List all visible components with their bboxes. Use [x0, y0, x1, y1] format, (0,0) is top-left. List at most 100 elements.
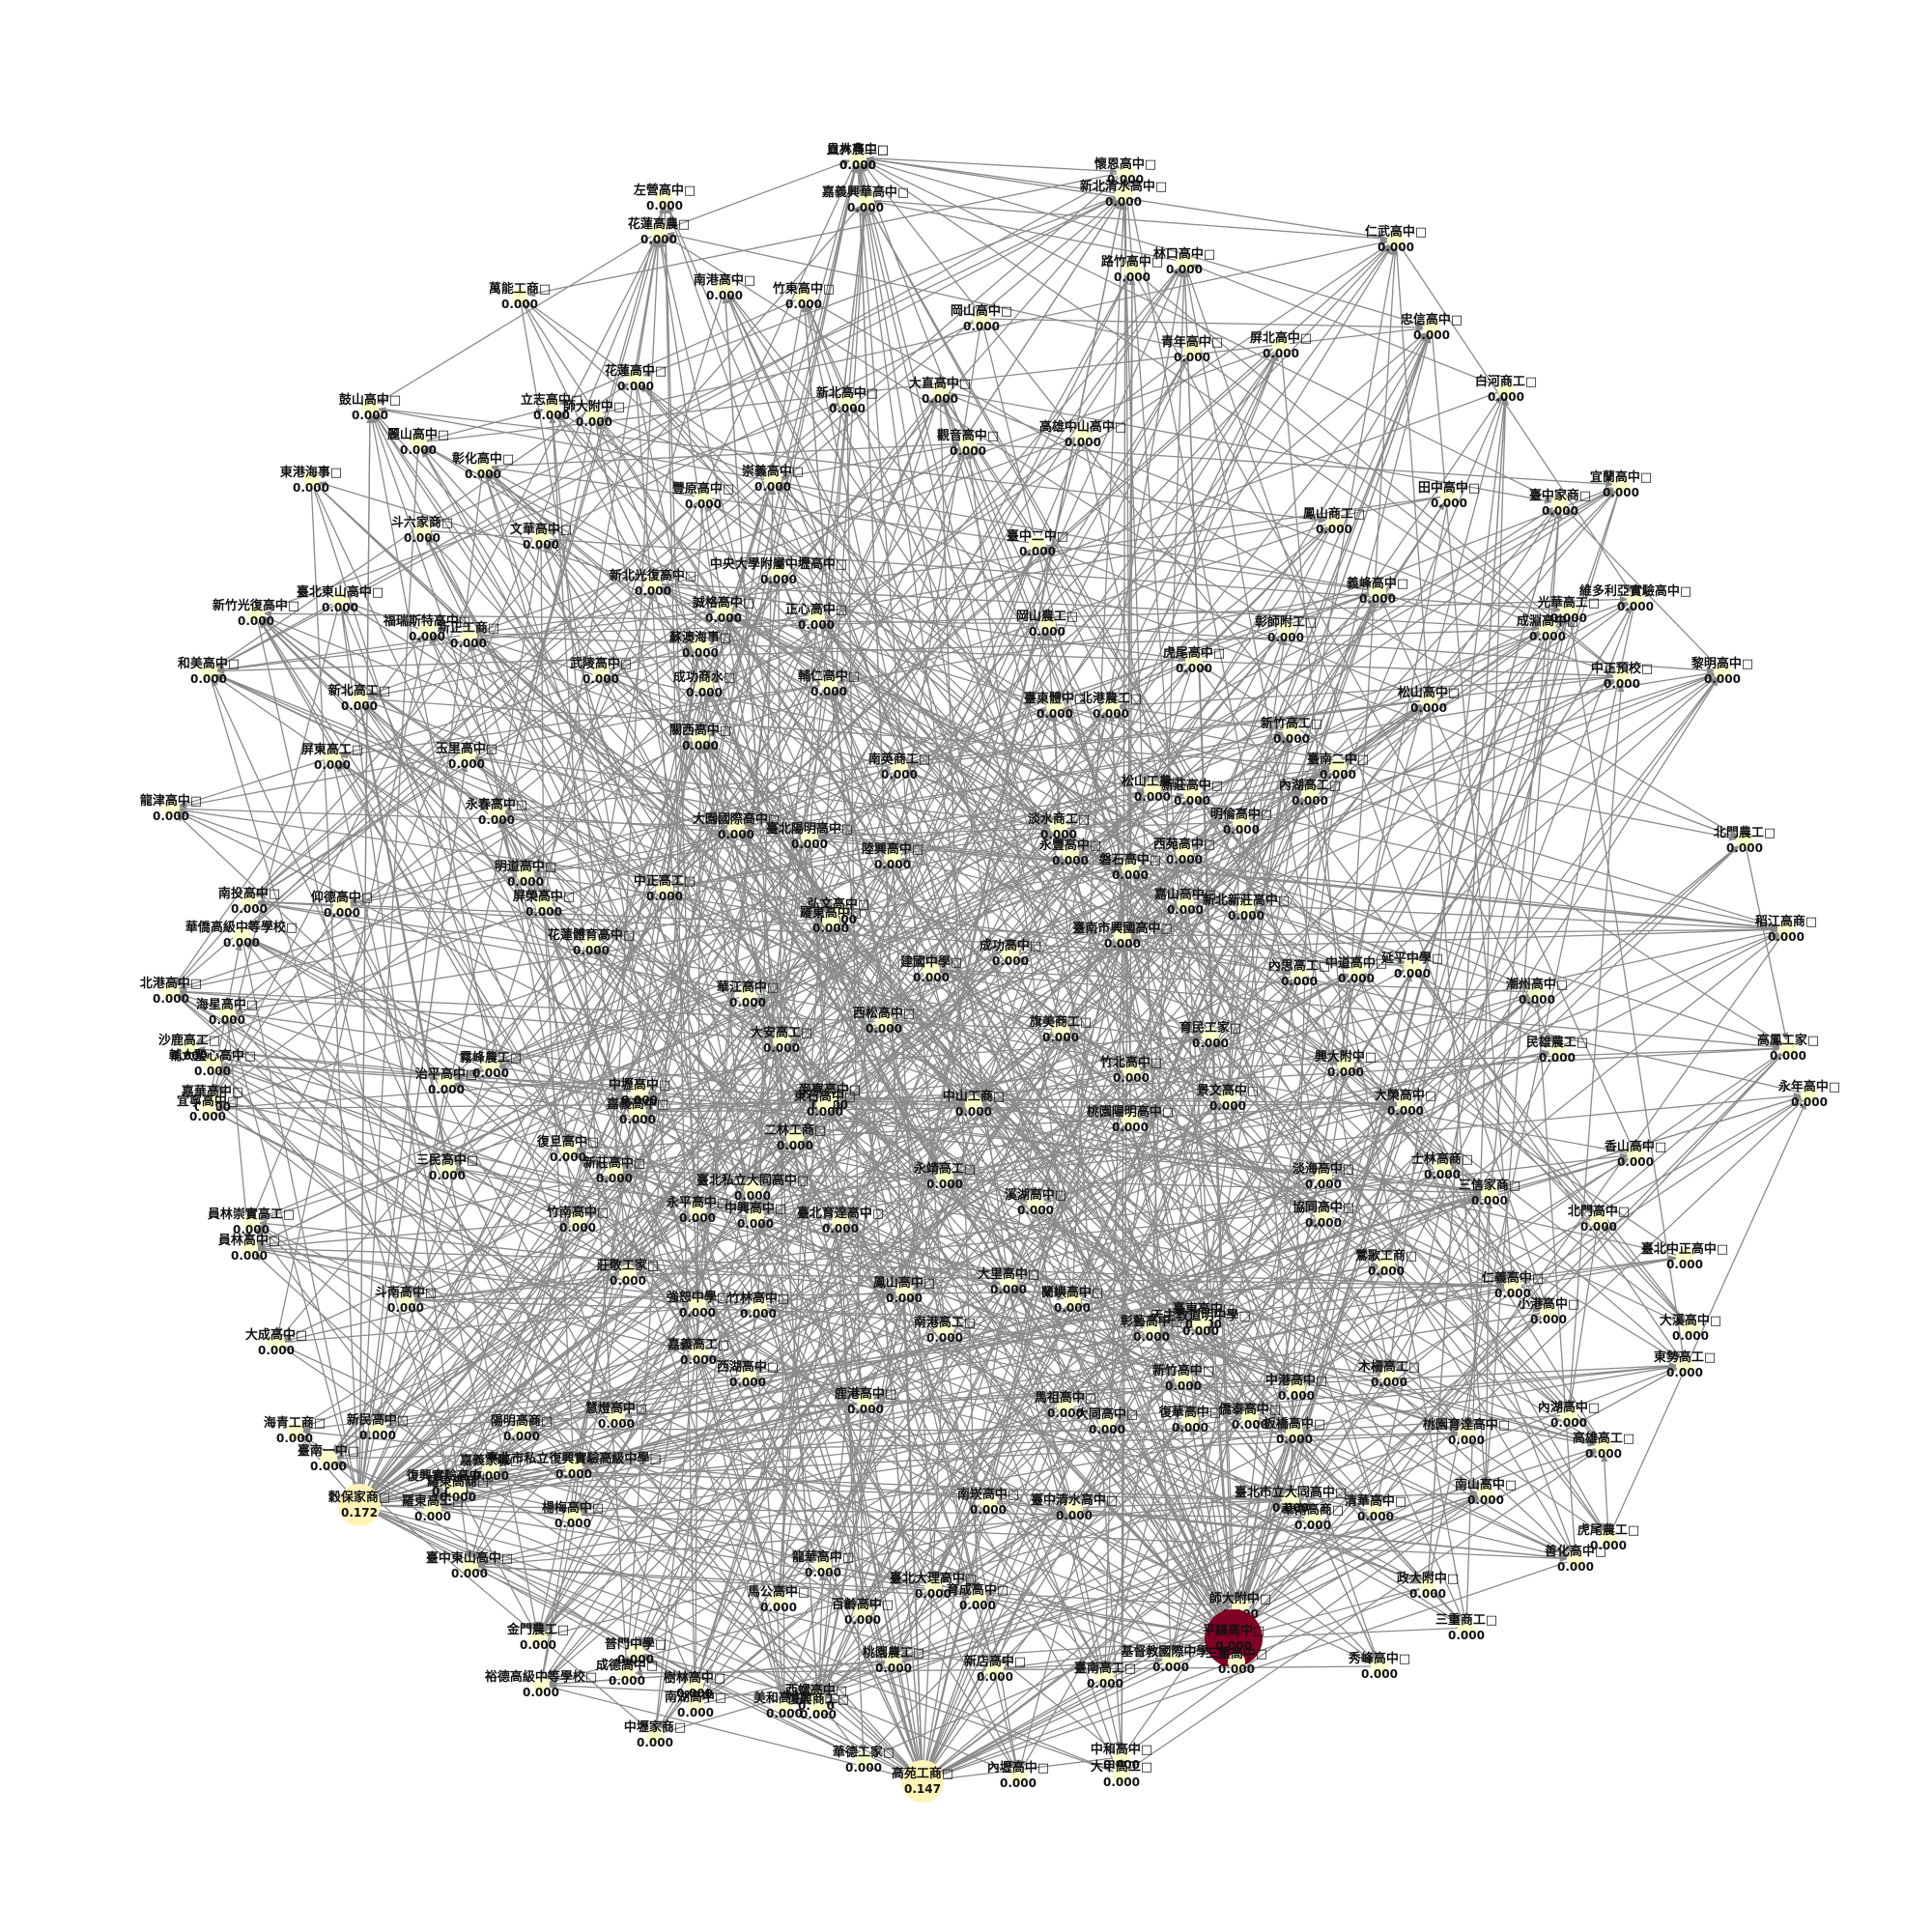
node-circle[interactable] — [1528, 983, 1546, 1001]
node-circle[interactable] — [1046, 697, 1064, 715]
graph-node[interactable]: 鳳山商工□0.000 — [1303, 506, 1365, 536]
graph-node[interactable]: 臺中家商□0.000 — [1529, 488, 1591, 518]
graph-node[interactable]: 北港高中□0.000 — [140, 976, 202, 1006]
graph-node[interactable]: 臺南市興國高中□0.000 — [1072, 921, 1172, 951]
node-circle[interactable] — [1052, 1021, 1069, 1038]
graph-node[interactable]: 玉里高中□0.000 — [436, 741, 497, 771]
graph-node[interactable]: 成淵高中□0.000 — [1517, 613, 1578, 643]
graph-node[interactable]: 大安高工□0.000 — [751, 1025, 812, 1055]
node-circle[interactable] — [1219, 1090, 1236, 1107]
graph-node[interactable]: 東石高中□0.000 — [794, 1089, 856, 1119]
graph-node[interactable]: 臺北私立大同高中□0.000 — [696, 1173, 809, 1203]
graph-node[interactable]: 成功高中□0.000 — [980, 938, 1041, 968]
node-circle[interactable] — [627, 370, 644, 387]
graph-node[interactable]: 宜寧高中□0.000 — [177, 1094, 239, 1123]
node-circle[interactable] — [413, 522, 431, 539]
node-circle[interactable] — [1329, 758, 1347, 776]
node-circle[interactable] — [1539, 620, 1556, 638]
graph-node[interactable]: 香山高中□0.000 — [1604, 1139, 1666, 1169]
node-circle[interactable] — [324, 749, 341, 766]
node-circle[interactable] — [543, 399, 560, 416]
node-circle[interactable] — [1627, 1146, 1644, 1163]
graph-node[interactable]: 黎明高中□0.000 — [1691, 656, 1753, 686]
node-circle[interactable] — [692, 637, 709, 654]
node-circle[interactable] — [233, 926, 250, 944]
graph-node[interactable]: 陸興高中□0.000 — [862, 841, 923, 871]
graph-node[interactable]: 嘉義興華高中□0.000 — [821, 185, 909, 214]
node-circle[interactable] — [1627, 590, 1644, 608]
node-circle[interactable] — [488, 804, 505, 821]
graph-node[interactable]: 海星高中□0.000 — [196, 997, 258, 1027]
graph-node[interactable]: 桃園陽明高中□0.000 — [1087, 1104, 1174, 1134]
node-circle[interactable] — [1277, 621, 1294, 639]
graph-node[interactable]: 東勢高工□0.000 — [1654, 1350, 1716, 1379]
graph-node[interactable]: 田中高中□0.000 — [1418, 480, 1480, 510]
graph-node[interactable]: 大甲高工□0.000 — [1091, 1759, 1152, 1789]
graph-node[interactable]: 新北新莊高中□0.000 — [1203, 893, 1290, 923]
node-circle[interactable] — [1122, 1062, 1140, 1079]
graph-node[interactable]: 仁義高中□0.000 — [1482, 1270, 1544, 1300]
graph-node[interactable]: 屏東高工□0.000 — [301, 742, 363, 772]
graph-node[interactable]: 北門農工□0.000 — [1714, 825, 1776, 855]
node-circle[interactable] — [822, 912, 839, 929]
node-circle[interactable] — [331, 591, 349, 609]
graph-node[interactable]: 二林工商□0.000 — [764, 1122, 826, 1152]
node-circle[interactable] — [936, 1168, 953, 1185]
node-circle[interactable] — [1779, 1039, 1797, 1057]
node-circle[interactable] — [474, 458, 492, 475]
graph-node[interactable]: 三重高中□0.000 — [1206, 1646, 1267, 1676]
node-circle[interactable] — [1237, 899, 1255, 917]
graph-node[interactable]: 林口高中□0.000 — [1153, 246, 1215, 276]
node-circle[interactable] — [1397, 1094, 1414, 1112]
node-circle[interactable] — [1272, 337, 1290, 355]
graph-node[interactable]: 中壢高中□0.000 — [609, 1077, 670, 1107]
graph-node[interactable]: 稻江高商□0.000 — [1755, 914, 1817, 944]
node-circle[interactable] — [650, 223, 668, 241]
graph-node[interactable]: 竹北高中□0.000 — [1099, 1055, 1162, 1085]
graph-node[interactable]: 成德高中□0.000 — [596, 1658, 658, 1688]
node-circle[interactable] — [875, 1012, 893, 1030]
graph-node[interactable]: 南英商工□0.000 — [868, 752, 930, 781]
graph-node[interactable]: 員林崇實高工□0.000 — [207, 1207, 295, 1236]
node-circle[interactable] — [884, 848, 901, 866]
node-circle[interactable] — [1736, 832, 1753, 849]
graph-node[interactable]: 臺北中正高中□0.000 — [1641, 1241, 1728, 1271]
graph-node[interactable]: 南湖高中□0.000 — [665, 1690, 726, 1719]
graph-node[interactable]: 屏北高中□0.000 — [1250, 330, 1312, 360]
graph-node[interactable]: 高鳳工家□0.000 — [1757, 1033, 1819, 1063]
node-circle[interactable] — [629, 1103, 646, 1121]
graph-node[interactable]: 豐原高中□0.000 — [672, 481, 734, 511]
graph-node[interactable]: 彰師附工□0.000 — [1255, 614, 1317, 644]
node-circle[interactable] — [418, 620, 436, 638]
node-circle[interactable] — [1176, 253, 1193, 270]
graph-node[interactable]: 關西高中□0.000 — [669, 723, 731, 753]
node-circle[interactable] — [1002, 945, 1019, 962]
graph-node[interactable]: 霧峰農工□0.000 — [459, 1050, 522, 1080]
graph-node[interactable]: 白河商工□0.000 — [1475, 374, 1537, 404]
node-circle[interactable] — [1369, 582, 1386, 600]
node-circle[interactable] — [1613, 668, 1631, 685]
graph-node[interactable]: 左營高中□0.000 — [634, 183, 696, 213]
node-circle[interactable] — [1420, 692, 1437, 709]
node-circle[interactable] — [716, 279, 733, 297]
graph-node[interactable]: 協同高中□0.000 — [1293, 1200, 1354, 1230]
graph-node[interactable]: 永年高中□0.000 — [1777, 1079, 1840, 1109]
graph-node[interactable]: 永春高中□0.000 — [465, 797, 527, 827]
graph-node[interactable]: 中山工商□0.000 — [943, 1089, 1005, 1119]
node-circle[interactable] — [1183, 784, 1201, 802]
graph-node[interactable]: 臺北東山高中□0.000 — [297, 584, 384, 614]
node-circle[interactable] — [1202, 1027, 1219, 1044]
graph-node[interactable]: 臺北陽明高中□0.000 — [766, 821, 853, 851]
graph-node[interactable]: 輔仁高中□0.000 — [798, 668, 860, 698]
node-circle[interactable] — [1114, 927, 1131, 945]
node-circle[interactable] — [696, 676, 713, 694]
node-circle[interactable] — [973, 310, 990, 327]
node-circle[interactable] — [695, 488, 712, 505]
node-circle[interactable] — [965, 1095, 982, 1113]
graph-node[interactable]: 光華高工□0.000 — [1537, 595, 1600, 625]
node-circle[interactable] — [786, 1129, 804, 1147]
node-circle[interactable] — [715, 602, 732, 619]
graph-node[interactable]: 仰德高中□0.000 — [311, 890, 373, 920]
graph-node[interactable]: 桃園育達高中□0.000 — [1423, 1417, 1510, 1447]
node-circle[interactable] — [923, 961, 940, 979]
